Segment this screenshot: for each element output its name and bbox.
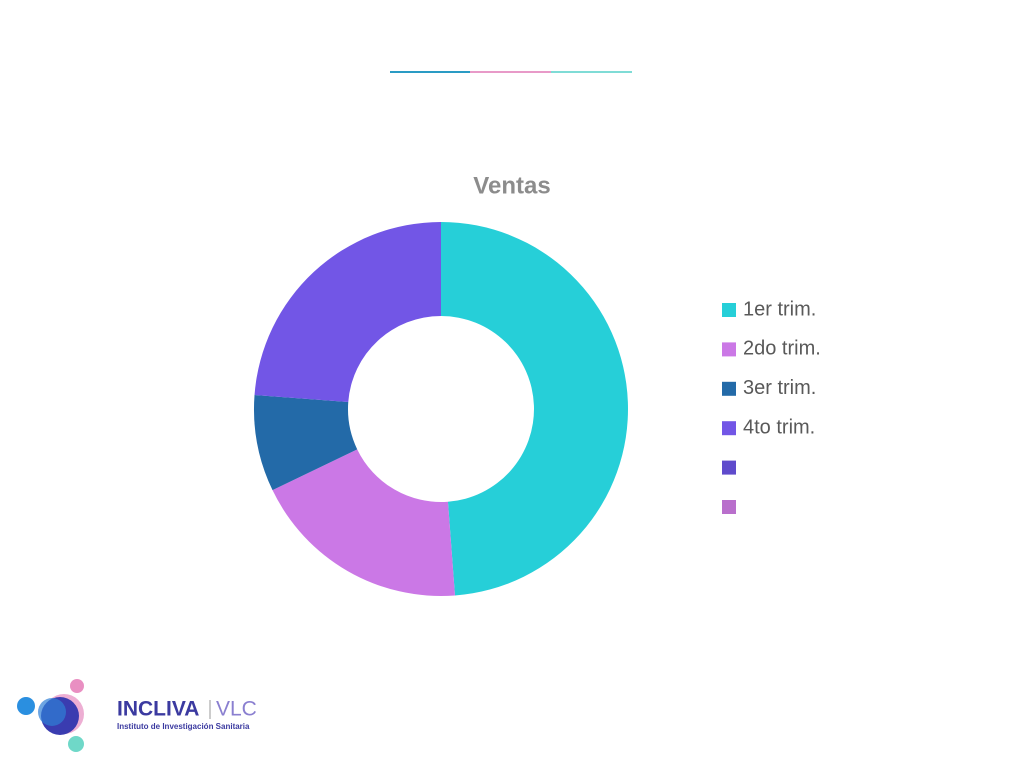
legend-swatch	[722, 421, 736, 436]
logo-dot	[17, 697, 35, 715]
legend-swatch	[722, 381, 736, 396]
logo-name: INCLIVA	[117, 698, 199, 721]
chart-title: Ventas	[473, 172, 550, 199]
donut-slice	[441, 222, 628, 596]
logo: INCLIVA VLC Instituto de Investigación S…	[17, 679, 257, 752]
legend-label: 2do trim.	[743, 338, 821, 360]
logo-dot	[68, 736, 84, 752]
donut-slice	[254, 222, 441, 403]
donut-slice	[272, 449, 455, 596]
logo-dot	[70, 679, 84, 693]
logo-tagline: Instituto de Investigación Sanitaria	[117, 722, 250, 731]
logo-suffix: VLC	[216, 698, 257, 721]
logo-blob	[38, 698, 66, 726]
legend-label: 4to trim.	[743, 416, 815, 438]
legend-swatch	[722, 303, 736, 317]
legend-label: 3er trim.	[743, 377, 816, 399]
legend-swatch	[722, 460, 736, 475]
legend-swatch	[722, 342, 736, 357]
legend-label: 1er trim.	[743, 298, 816, 320]
legend-swatch	[722, 500, 736, 514]
donut-slice	[254, 395, 358, 491]
